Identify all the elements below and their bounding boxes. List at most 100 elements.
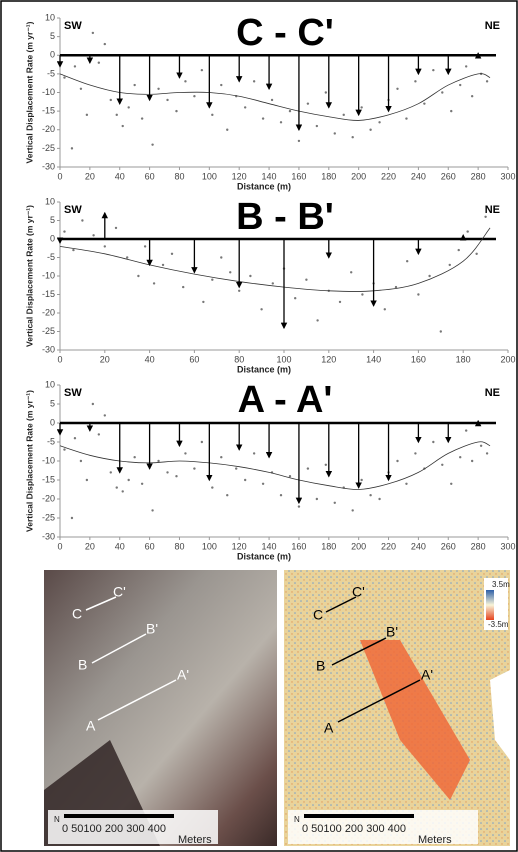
y-tick-label: -30 (42, 161, 55, 171)
data-point (261, 117, 265, 120)
data-point (288, 475, 292, 478)
data-point (378, 121, 381, 124)
map-label: A (86, 718, 96, 734)
y-tick-label: -5 (47, 252, 55, 262)
legend-min: -3.5m (488, 620, 509, 629)
data-point (143, 245, 147, 248)
data-point (126, 256, 129, 259)
data-point (157, 87, 160, 90)
data-point (360, 478, 363, 482)
y-tick-label: -20 (42, 307, 55, 317)
data-point (151, 143, 154, 146)
y-tick-label: 0 (50, 50, 55, 60)
data-point (475, 252, 478, 255)
data-point (161, 263, 165, 267)
y-tick-label: -20 (42, 124, 55, 134)
data-point (200, 68, 204, 72)
x-tick-label: 40 (115, 171, 125, 181)
data-point (193, 467, 196, 470)
y-tick-label: -10 (42, 87, 55, 97)
x-tick-label: 180 (321, 171, 336, 181)
profile-line (85, 596, 117, 611)
data-point (464, 429, 468, 432)
trend-line (59, 441, 491, 490)
data-point (261, 482, 265, 485)
data-point (441, 463, 444, 466)
x-tick-label: 80 (234, 354, 244, 364)
scale-bar (64, 814, 174, 818)
data-point (439, 330, 442, 333)
y-tick-label: 5 (50, 215, 55, 225)
y-tick-label: 10 (45, 12, 55, 22)
data-point (260, 308, 263, 311)
data-point (470, 459, 474, 463)
y-tick-label: -20 (42, 493, 55, 503)
data-point (432, 68, 435, 72)
data-point (175, 109, 178, 113)
y-tick-label: 0 (50, 417, 55, 427)
map-label: A (324, 720, 334, 736)
north-label: N (54, 815, 60, 824)
scale-label: 0 50100 200 300 400 (62, 823, 166, 835)
map-label: C' (113, 584, 126, 600)
data-point (464, 65, 468, 68)
y-tick-label: -10 (42, 270, 55, 280)
data-point (73, 437, 77, 440)
data-point (133, 456, 136, 459)
data-point (423, 102, 426, 105)
data-point (338, 300, 342, 304)
map-label: B' (386, 624, 398, 640)
data-point (369, 494, 372, 497)
x-tick-label: 100 (202, 541, 217, 551)
profile-line (325, 596, 357, 613)
data-point (151, 509, 154, 512)
data-point (324, 91, 328, 94)
data-point (193, 95, 196, 98)
x-tick-label: 260 (441, 541, 456, 551)
data-point (249, 274, 252, 278)
data-point (351, 136, 354, 139)
data-point (243, 478, 247, 482)
x-tick-label: 120 (321, 354, 336, 364)
data-point (115, 113, 118, 117)
right-label: NE (485, 387, 500, 399)
data-point (103, 414, 107, 417)
data-point (235, 467, 238, 470)
right-label: NE (485, 204, 500, 216)
profile-line (91, 633, 147, 664)
x-axis-label: Distance (m) (237, 364, 291, 374)
x-tick-label: 220 (381, 171, 396, 181)
data-point (97, 61, 101, 64)
map-right: C C' B B' A A' 3.5m -3.5m N 0 50100 200 … (284, 570, 510, 846)
left-label: SW (64, 20, 82, 32)
x-tick-label: 140 (262, 171, 277, 181)
data-point (175, 475, 178, 478)
data-point (211, 486, 214, 489)
x-tick-label: 60 (145, 541, 155, 551)
x-tick-label: 300 (500, 541, 515, 551)
data-point (63, 448, 66, 451)
data-point (243, 106, 247, 109)
map-label: C (313, 607, 323, 623)
data-point (406, 260, 409, 263)
y-tick-label: -30 (42, 531, 55, 541)
data-point (432, 440, 435, 444)
x-tick-label: 120 (232, 171, 247, 181)
y-tick-label: -10 (42, 455, 55, 465)
data-point (297, 139, 301, 143)
y-axis-label: Vertical Displacement Rate (m yr⁻¹) (24, 205, 34, 347)
data-point (360, 106, 363, 109)
data-point (115, 486, 118, 489)
x-tick-label: 0 (57, 541, 62, 551)
data-point (184, 80, 187, 83)
data-point (485, 452, 489, 455)
data-point (350, 271, 353, 274)
data-point (428, 274, 431, 278)
data-point (85, 478, 89, 482)
x-tick-label: 280 (471, 171, 486, 181)
x-tick-label: 40 (145, 354, 155, 364)
data-point (485, 80, 489, 83)
x-axis-label: Distance (m) (237, 551, 291, 561)
data-point (79, 87, 83, 90)
data-point (306, 467, 310, 470)
